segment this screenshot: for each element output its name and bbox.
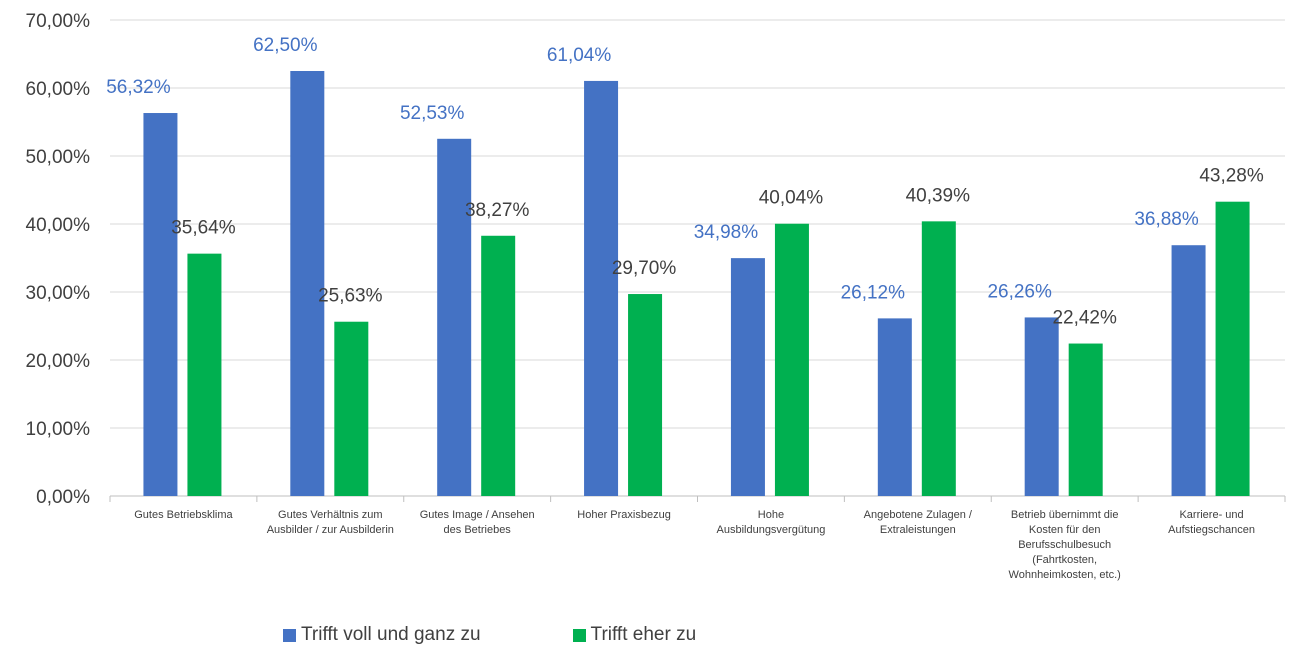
bar-series-2 [774, 223, 809, 496]
y-tick-label: 70,00% [26, 11, 91, 32]
data-label-series-1: 56,32% [106, 77, 171, 98]
y-tick-label: 30,00% [26, 283, 91, 304]
bar-series-1 [584, 80, 619, 496]
data-label-series-1: 36,88% [1134, 209, 1199, 230]
bar-series-1 [730, 258, 765, 496]
data-label-series-1: 26,12% [841, 282, 906, 303]
legend-label-series-2: Trifft eher zu [590, 624, 697, 645]
data-label-series-1: 26,26% [987, 281, 1052, 302]
y-tick-label: 0,00% [36, 487, 90, 508]
data-label-series-2: 29,70% [612, 258, 677, 279]
bar-series-1 [437, 138, 472, 496]
bar-series-2 [1068, 343, 1103, 496]
x-category-label: Hohe Ausbildungsvergütung [717, 509, 826, 536]
bar-series-2 [481, 235, 516, 496]
x-category-label: Angebotene Zulagen / Extraleistungen [864, 509, 973, 536]
x-category-label: Gutes Verhältnis zum Ausbilder / zur Ausb… [267, 509, 394, 536]
bar-series-2 [921, 221, 956, 496]
legend-item-series-1: Trifft voll und ganz zu [283, 624, 481, 646]
bar-series-1 [143, 113, 178, 497]
bar-series-2 [334, 321, 369, 496]
data-label-series-2: 40,39% [906, 185, 971, 206]
data-label-series-2: 43,28% [1199, 166, 1264, 187]
bar-series-1 [1171, 245, 1206, 496]
data-label-series-1: 62,50% [253, 35, 318, 56]
x-category-label: Gutes Betriebsklima [134, 509, 233, 521]
data-label-series-1: 52,53% [400, 103, 465, 124]
bar-chart: 0,00% 10,00% 20,00% 30,00% 40,00% 50,00% 60,00… [26, 11, 1286, 581]
data-label-series-2: 35,64% [171, 218, 236, 239]
bar-series-1 [1024, 317, 1059, 496]
y-tick-label: 60,00% [26, 79, 91, 100]
data-label-series-2: 40,04% [759, 188, 824, 209]
data-label-series-2: 38,27% [465, 200, 530, 221]
legend: Trifft voll und ganz zu Trifft eher zu [283, 624, 788, 646]
data-label-series-2: 25,63% [318, 286, 383, 307]
legend-item-series-2: Trifft eher zu [572, 624, 697, 646]
bar-series-1 [290, 71, 325, 496]
y-tick-label: 10,00% [26, 419, 91, 440]
legend-label-series-1: Trifft voll und ganz zu [301, 624, 481, 645]
data-label-series-1: 34,98% [694, 222, 759, 243]
x-category-label: Gutes Image / Ansehen des Betriebes [420, 509, 535, 536]
legend-swatch-series-2 [572, 628, 586, 642]
y-tick-label: 20,00% [26, 351, 91, 372]
data-label-series-2: 22,42% [1052, 308, 1117, 329]
bar-series-2 [187, 253, 222, 496]
y-tick-label: 50,00% [26, 147, 91, 168]
bar-series-1 [877, 318, 912, 496]
bar-series-2 [1215, 201, 1250, 497]
y-tick-label: 40,00% [26, 215, 91, 236]
bar-series-2 [628, 294, 663, 496]
data-label-series-1: 61,04% [547, 45, 612, 66]
legend-swatch-series-1 [283, 628, 296, 642]
x-category-label: Hoher Praxisbezug [577, 509, 671, 521]
x-category-label: Karriere- und Aufstiegschancen [1168, 509, 1255, 536]
x-category-label: Betrieb übernimmt die Kosten für den Beruf… [1009, 509, 1121, 581]
